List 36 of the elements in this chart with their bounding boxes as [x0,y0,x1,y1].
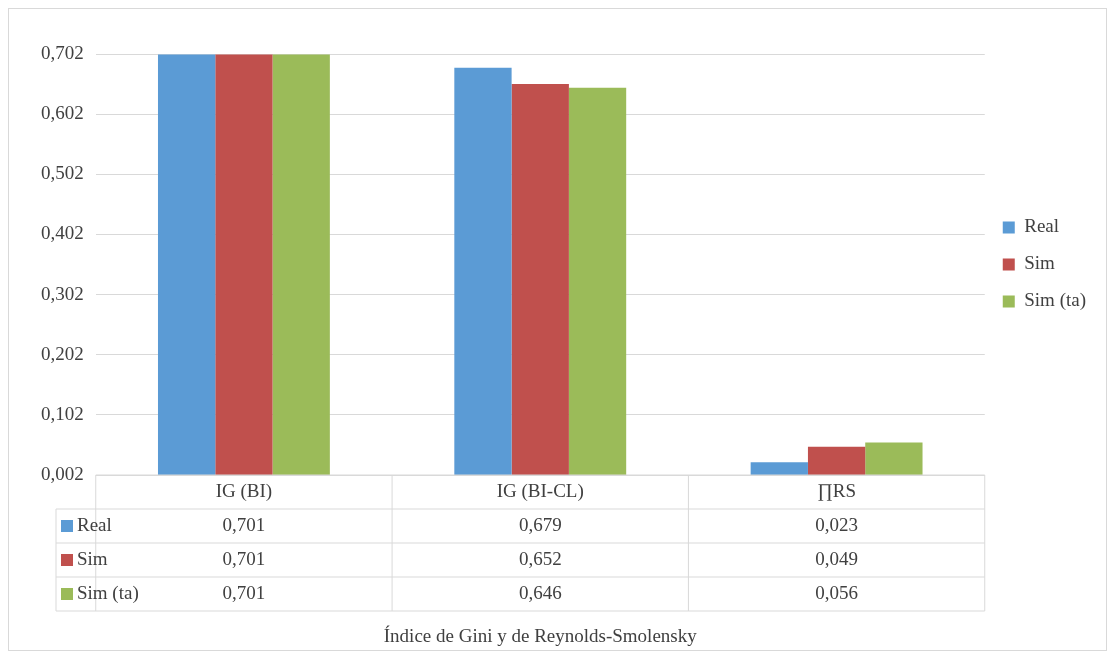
y-tick-label: 0,702 [41,41,84,63]
data-label: 0,701 [222,513,266,535]
data-label: 0,023 [815,513,858,535]
text: Sim [1024,252,1055,274]
y-tick-label: 0,102 [41,402,84,424]
data-label: 0,701 [222,581,266,603]
text: Índice de Gini y de Reynolds-Smolensky [383,624,698,646]
x-tick-label: ∏RS [817,479,857,501]
data-label: 0,679 [518,513,562,535]
text: Real [1024,215,1060,237]
y-tick-label: 0,002 [41,462,84,484]
y-tick-label: 0,602 [41,102,84,124]
bar [865,442,923,475]
bar [157,54,216,475]
y-tick-label: 0,202 [41,342,84,364]
y-tick-label: 0,302 [41,282,84,304]
bar [750,462,808,475]
legend-label: Real [77,513,112,535]
bar [568,87,627,475]
bar [215,54,273,475]
bar [511,84,569,475]
x-tick-label: IG (BI-CL) [496,479,584,502]
data-label: 0,701 [222,547,266,569]
bar [454,67,512,475]
bar [807,446,866,475]
data-label: 0,646 [518,581,562,603]
legend-label: Sim (ta) [1024,289,1087,312]
y-tick-label: 0,402 [41,222,84,244]
data-label: 0,049 [815,547,858,569]
bar [272,54,330,475]
data-label: 0,056 [815,581,858,603]
text: Sim (ta) [77,581,139,603]
y-tick-label: 0,502 [41,162,84,184]
x-tick-label: IG (BI) [215,479,273,502]
legend-label: Sim [77,547,108,569]
data-label: 0,652 [518,547,562,569]
